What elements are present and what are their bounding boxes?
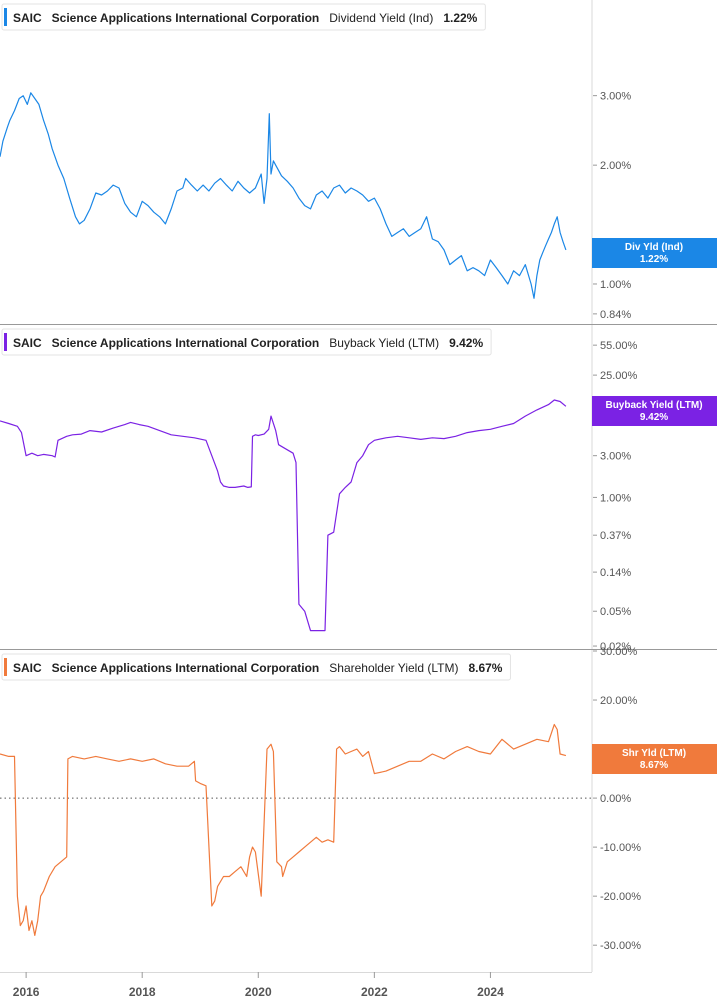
legend-box xyxy=(1,653,511,681)
y-tick-label: -30.00% xyxy=(600,940,641,952)
y-tick-label: 20.00% xyxy=(600,695,638,707)
legend-ticker: SAIC xyxy=(13,336,42,350)
legend-box xyxy=(1,3,486,31)
legend-color-swatch xyxy=(4,333,7,351)
y-tick-label: -20.00% xyxy=(600,891,641,903)
x-tick-label: 2016 xyxy=(13,985,40,999)
y-tick-label: 3.00% xyxy=(600,451,631,463)
value-tag-value: 9.42% xyxy=(640,412,668,423)
legend-company: Science Applications International Corpo… xyxy=(52,661,320,675)
y-tick-label: 0.05% xyxy=(600,606,631,618)
x-tick-label: 2018 xyxy=(129,985,156,999)
y-tick-label: 30.00% xyxy=(600,646,638,658)
series-line xyxy=(0,399,567,632)
y-tick-label: -10.00% xyxy=(600,842,641,854)
y-tick-label: 2.00% xyxy=(600,160,631,172)
y-tick-label: 0.14% xyxy=(600,567,631,579)
value-tag-label: Div Yld (Ind) xyxy=(625,242,683,253)
x-tick-label: 2020 xyxy=(245,985,272,999)
y-tick-label: 0.37% xyxy=(600,530,631,542)
legend-metric-name: Buyback Yield (LTM) xyxy=(329,336,439,350)
y-tick-label: 0.02% xyxy=(600,641,631,653)
legend-metric-value: 9.42% xyxy=(449,336,483,350)
legend-box xyxy=(1,328,492,356)
legend-ticker: SAIC xyxy=(13,11,42,25)
series-line xyxy=(0,723,567,937)
y-tick-label: 1.00% xyxy=(600,279,631,291)
legend-metric-value: 1.22% xyxy=(443,11,477,25)
value-tag xyxy=(592,744,717,774)
y-tick-label: 0.84% xyxy=(600,309,631,321)
y-tick-label: 1.00% xyxy=(600,492,631,504)
x-tick-label: 2024 xyxy=(477,985,504,999)
y-tick-label: 0.00% xyxy=(600,793,631,805)
y-tick-label: 3.00% xyxy=(600,91,631,103)
legend-metric-name: Shareholder Yield (LTM) xyxy=(329,661,458,675)
legend-color-swatch xyxy=(4,658,7,676)
legend-company: Science Applications International Corpo… xyxy=(52,11,320,25)
legend-metric-value: 8.67% xyxy=(468,661,502,675)
value-tag xyxy=(592,238,717,268)
value-tag xyxy=(592,396,717,426)
x-tick-label: 2022 xyxy=(361,985,388,999)
legend-color-swatch xyxy=(4,8,7,26)
legend-ticker: SAIC xyxy=(13,661,42,675)
value-tag-label: Shr Yld (LTM) xyxy=(622,748,686,759)
value-tag-value: 1.22% xyxy=(640,254,668,265)
series-line xyxy=(0,92,567,299)
legend-metric-name: Dividend Yield (Ind) xyxy=(329,11,433,25)
legend-company: Science Applications International Corpo… xyxy=(52,336,320,350)
value-tag-value: 8.67% xyxy=(640,760,668,771)
y-tick-label: 55.00% xyxy=(600,340,638,352)
value-tag-label: Buyback Yield (LTM) xyxy=(605,400,702,411)
y-tick-label: 25.00% xyxy=(600,370,638,382)
